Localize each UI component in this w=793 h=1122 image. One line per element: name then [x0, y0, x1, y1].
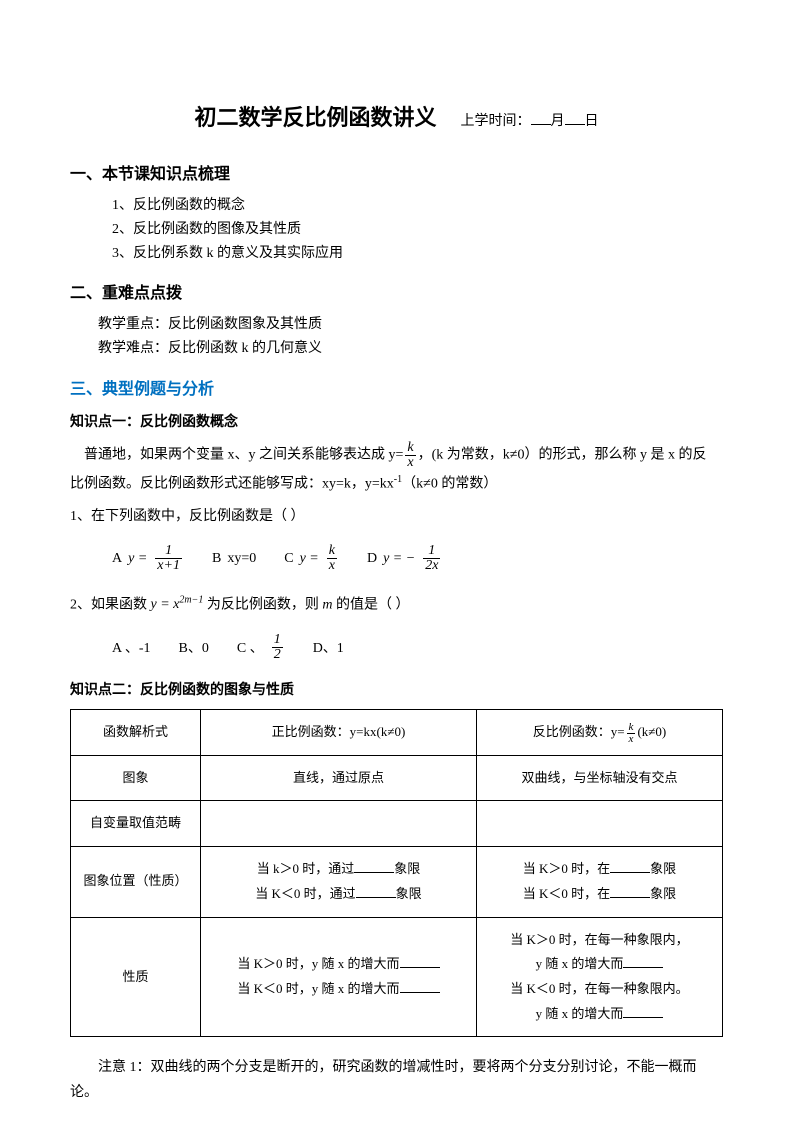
q1-c-label: C [284, 551, 293, 567]
q2-options: A 、-1 B、0 C 、 12 D、1 [70, 629, 723, 665]
q1-a-frac: 1x+1 [155, 544, 182, 573]
blank-trend-1[interactable] [400, 954, 440, 968]
cell-r1c1: 函数解析式 [71, 710, 201, 756]
q1-opt-c: C y = kx [284, 544, 339, 573]
q2-fn: y = x2m−1 [151, 597, 204, 612]
q1-opt-a: A y = 1x+1 [112, 544, 184, 573]
cell-r3c2 [201, 801, 477, 847]
properties-table: 函数解析式 正比例函数：y=kx(k≠0) 反比例函数：y=kx(k≠0) 图象… [70, 709, 723, 1037]
cell-r2c1: 图象 [71, 755, 201, 801]
cell-r5c3: 当 K＞0 时，在每一种象限内，y 随 x 的增大而当 K＜0 时，在每一种象限… [476, 917, 722, 1037]
cell-r4c2: 当 k＞0 时，通过象限当 K＜0 时，通过象限 [201, 847, 477, 917]
q2-after: 的值是（ ） [332, 597, 409, 612]
q2-mid: 为反比例函数，则 [203, 597, 322, 612]
cell-r3c3 [476, 801, 722, 847]
cell-r5c2: 当 K＞0 时，y 随 x 的增大而当 K＜0 时，y 随 x 的增大而 [201, 917, 477, 1037]
q2-before: 2、如果函数 [70, 597, 151, 612]
q1-b-body: xy=0 [227, 551, 256, 567]
table-row: 图象位置（性质） 当 k＞0 时，通过象限当 K＜0 时，通过象限 当 K＞0 … [71, 847, 723, 917]
cell-r1c2: 正比例函数：y=kx(k≠0) [201, 710, 477, 756]
blank-month[interactable] [531, 111, 551, 125]
note-1: 注意 1：双曲线的两个分支是断开的，研究函数的增减性时，要将两个分支分别讨论，不… [70, 1055, 723, 1105]
cell-r5c1: 性质 [71, 917, 201, 1037]
month-char: 月 [551, 114, 565, 129]
kp1-para2-body: 比例函数。反比例函数形式还能够写成：xy=k，y=kx [70, 477, 394, 492]
kp1-para-after: ，(k 为常数，k≠0）的形式，那么称 y 是 x 的反 [418, 448, 707, 463]
date-label: 上学时间： 月 日 [461, 110, 599, 130]
blank-day[interactable] [565, 111, 585, 125]
kp1-paragraph: 普通地，如果两个变量 x、y 之间关系能够表达成 y=kx，(k 为常数，k≠0… [70, 441, 723, 470]
q1-c-frac: kx [327, 544, 337, 573]
cell-r4c1: 图象位置（性质） [71, 847, 201, 917]
table-row: 函数解析式 正比例函数：y=kx(k≠0) 反比例函数：y=kx(k≠0) [71, 710, 723, 756]
q1-a-eq: y = [128, 551, 147, 567]
q1-opt-b: B xy=0 [212, 551, 256, 567]
q1-options: A y = 1x+1 B xy=0 C y = kx D y = − 12x [70, 541, 723, 577]
section1-heading: 一、本节课知识点梳理 [70, 160, 723, 184]
q2-c-frac: 12 [272, 633, 283, 662]
section2-body: 教学重点：反比例函数图象及其性质 教学难点：反比例函数 k 的几何意义 [70, 313, 723, 361]
q1-d-eq: y = − [383, 551, 415, 567]
cell-r3c1: 自变量取值范畴 [71, 801, 201, 847]
s1-item-3: 3、反比例系数 k 的意义及其实际应用 [112, 242, 723, 266]
q1-opt-d: D y = − 12x [367, 544, 442, 573]
kp1-para2: 比例函数。反比例函数形式还能够写成：xy=k，y=kx-1（k≠0 的常数） [70, 470, 723, 498]
q2-text: 2、如果函数 y = x2m−1 为反比例函数，则 m 的值是（ ） [70, 591, 723, 619]
kp2-title: 知识点二：反比例函数的图象与性质 [70, 679, 723, 699]
q2-m: m [322, 597, 332, 612]
blank-quadrant-2[interactable] [356, 884, 396, 898]
q1-b-label: B [212, 551, 221, 567]
blank-quadrant-4[interactable] [610, 884, 650, 898]
q1-d-label: D [367, 551, 377, 567]
cell-r2c3: 双曲线，与坐标轴没有交点 [476, 755, 722, 801]
teaching-difficulty: 教学难点：反比例函数 k 的几何意义 [98, 337, 723, 361]
blank-quadrant-1[interactable] [354, 859, 394, 873]
q2-opt-b: B、0 [179, 637, 209, 657]
cell-r4c3: 当 K＞0 时，在象限当 K＜0 时，在象限 [476, 847, 722, 917]
kp1-sup: -1 [394, 474, 402, 485]
q2-opt-a: A 、-1 [112, 637, 151, 657]
cell-r2c2: 直线，通过原点 [201, 755, 477, 801]
s1-item-1: 1、反比例函数的概念 [112, 194, 723, 218]
table-row: 图象 直线，通过原点 双曲线，与坐标轴没有交点 [71, 755, 723, 801]
section3-heading: 三、典型例题与分析 [70, 375, 723, 399]
kp1-para-before: 普通地，如果两个变量 x、y 之间关系能够表达成 y= [84, 448, 403, 463]
q2-opt-d: D、1 [313, 637, 344, 657]
q1-d-frac: 12x [423, 544, 440, 573]
teaching-focus: 教学重点：反比例函数图象及其性质 [98, 313, 723, 337]
q1-a-label: A [112, 551, 122, 567]
title-row: 初二数学反比例函数讲义 上学时间： 月 日 [70, 100, 723, 132]
q1-text: 1、在下列函数中，反比例函数是（ ） [70, 504, 723, 531]
blank-trend-3[interactable] [623, 954, 663, 968]
table-row: 自变量取值范畴 [71, 801, 723, 847]
cell-r1c3: 反比例函数：y=kx(k≠0) [476, 710, 722, 756]
blank-quadrant-3[interactable] [610, 859, 650, 873]
blank-trend-2[interactable] [400, 979, 440, 993]
date-prefix: 上学时间： [461, 114, 531, 129]
kp1-title: 知识点一：反比例函数概念 [70, 411, 723, 431]
section2-heading: 二、重难点点拨 [70, 279, 723, 303]
frac-k-over-x: kx [405, 441, 415, 470]
blank-trend-4[interactable] [623, 1004, 663, 1018]
section1-list: 1、反比例函数的概念 2、反比例函数的图像及其性质 3、反比例系数 k 的意义及… [70, 194, 723, 265]
page-title: 初二数学反比例函数讲义 [194, 100, 436, 132]
q2-c-label: C 、 [237, 637, 264, 657]
q1-c-eq: y = [300, 551, 319, 567]
table-row: 性质 当 K＞0 时，y 随 x 的增大而当 K＜0 时，y 随 x 的增大而 … [71, 917, 723, 1037]
kp1-para2-tail: （k≠0 的常数） [402, 477, 497, 492]
day-char: 日 [585, 114, 599, 129]
q2-opt-c: C 、 12 [237, 633, 285, 662]
s1-item-2: 2、反比例函数的图像及其性质 [112, 218, 723, 242]
